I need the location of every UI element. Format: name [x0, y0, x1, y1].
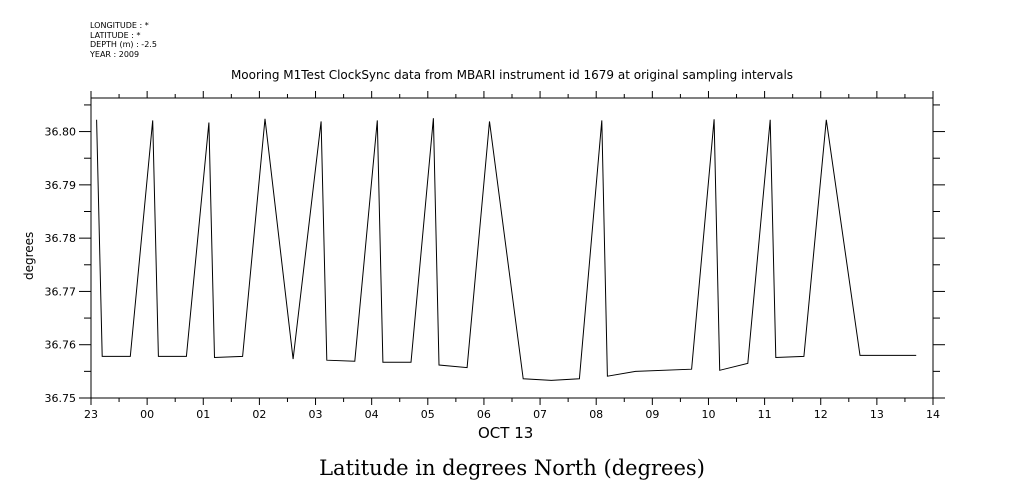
x-tick-label: 11: [758, 408, 772, 421]
x-tick-label: 07: [533, 408, 547, 421]
x-tick-label: 05: [421, 408, 435, 421]
x-tick-label: 06: [477, 408, 491, 421]
chart-title: Mooring M1Test ClockSync data from MBARI…: [230, 68, 794, 82]
y-tick-label: 36.77: [45, 285, 77, 298]
x-tick-label: 02: [252, 408, 266, 421]
x-tick-label: 08: [589, 408, 603, 421]
y-axis-label: degrees: [22, 231, 36, 280]
x-tick-label: 10: [701, 408, 715, 421]
plot-frame: [90, 97, 934, 399]
y-tick-label: 36.79: [45, 179, 77, 192]
metadata-block: LONGITUDE : * LATITUDE : * DEPTH (m) : -…: [90, 21, 157, 59]
x-tick-label: 14: [926, 408, 940, 421]
x-tick-label: 13: [870, 408, 884, 421]
x-tick-label: 00: [140, 408, 154, 421]
x-tick-label: 23: [84, 408, 98, 421]
y-axis: 36.75 36.76 36.77 36.78 36.79 36.80: [45, 104, 945, 405]
x-axis: 23 00 01 02 03 04 05 06 07 08 09 10 11 12 13 14: [84, 91, 940, 421]
x-tick-label: 03: [309, 408, 323, 421]
longitude-label: LONGITUDE : *: [90, 21, 149, 30]
latitude-label: LATITUDE : *: [90, 30, 141, 40]
x-axis-label: OCT 13: [478, 424, 534, 442]
footer-title: Latitude in degrees North (degrees): [319, 456, 705, 480]
y-tick-label: 36.78: [45, 232, 77, 245]
series-line: [96, 118, 917, 381]
x-tick-label: 01: [196, 408, 210, 421]
y-tick-label: 36.75: [45, 392, 77, 405]
plot-border: [90, 97, 934, 399]
series-group: [96, 118, 917, 381]
x-tick-label: 12: [814, 408, 828, 421]
year-label: YEAR : 2009: [90, 49, 140, 59]
x-tick-label: 04: [365, 408, 379, 421]
y-tick-label: 36.76: [45, 339, 77, 352]
y-tick-label: 36.80: [45, 126, 77, 139]
depth-label: DEPTH (m) : -2.5: [90, 40, 157, 50]
x-tick-label: 09: [645, 408, 659, 421]
